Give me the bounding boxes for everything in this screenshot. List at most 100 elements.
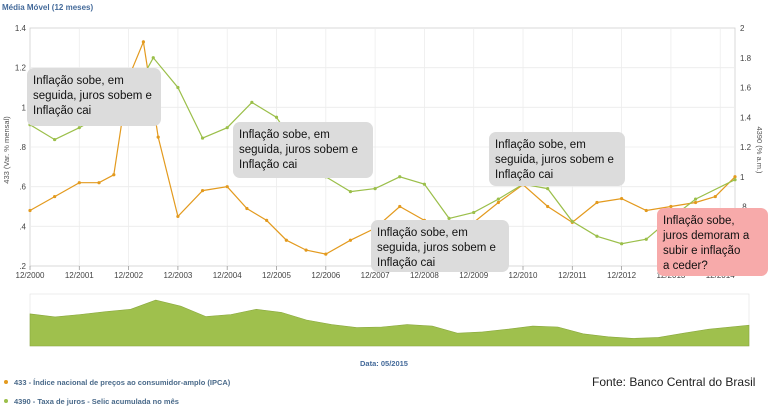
- series-point-selic: [620, 242, 624, 246]
- annotation-box: Inflação sobe, em seguida, juros sobem e I…: [371, 220, 509, 272]
- y-left-tick-label: .6: [19, 183, 26, 192]
- legend-item-selic[interactable]: 4390 - Taxa de juros - Selic acumulada n…: [4, 397, 179, 406]
- x-tick-label: 12/2009: [459, 271, 488, 280]
- x-tick-label: 12/2008: [410, 271, 439, 280]
- x-tick-label: 12/2003: [163, 271, 192, 280]
- series-point-ipca: [398, 204, 402, 209]
- y-right-tick-label: 1.6: [740, 84, 752, 93]
- y-right-tick-label: .8: [740, 203, 747, 212]
- source-note: Fonte: Banco Central do Brasil: [592, 375, 755, 389]
- y-right-tick-label: 1.8: [740, 54, 752, 63]
- series-point-ipca: [348, 238, 353, 242]
- x-tick-label: 12/2005: [262, 271, 291, 280]
- annotation-text: Inflação cai: [377, 257, 435, 269]
- series-point-ipca: [176, 214, 180, 219]
- annotation-text: juros demoram a: [662, 230, 750, 242]
- legend: 433 - Índice nacional de preços ao consu…: [4, 378, 231, 406]
- series-point-ipca: [156, 135, 160, 139]
- series-point-selic: [644, 237, 648, 241]
- annotation-background: [371, 220, 509, 272]
- series-point-ipca: [53, 194, 57, 199]
- y-right-tick-label: 1: [740, 173, 745, 182]
- series-point-selic: [496, 197, 500, 201]
- series-point-ipca: [265, 218, 269, 222]
- annotation-text: seguida, juros sobem e: [239, 144, 358, 156]
- annotations-layer: Inflação sobe, em seguida, juros sobem e I…: [27, 68, 768, 276]
- x-tick-label: 12/2006: [311, 271, 340, 280]
- y-right-tick-label: 1.2: [740, 143, 752, 152]
- annotation-text: Inflação cai: [495, 169, 553, 181]
- annotation-text: Inflação cai: [33, 105, 91, 117]
- x-tick-label: 12/2010: [509, 271, 538, 280]
- series-point-ipca: [112, 173, 116, 177]
- legend-label-ipca: 433 - Índice nacional de preços ao consu…: [14, 378, 231, 387]
- series-point-selic: [398, 175, 402, 179]
- annotation-box: Inflação sobe, em seguida, juros sobem e I…: [27, 68, 161, 126]
- chart-title: Média Móvel (12 meses): [2, 3, 93, 12]
- annotation-text: Inflação sobe, em: [495, 139, 586, 151]
- y-left-tick-label: .4: [19, 222, 26, 231]
- series-point-ipca: [546, 204, 550, 209]
- y-left-tick-label: 1.2: [15, 64, 27, 73]
- series-point-selic: [53, 137, 57, 142]
- y-right-tick-label: 2: [740, 24, 745, 33]
- annotation-text: Inflação sobe, em: [239, 129, 330, 141]
- y-left-tick-label: .2: [19, 262, 26, 271]
- annotation-background: [233, 122, 373, 178]
- legend-marker-selic: [4, 399, 8, 403]
- y-left-tick-label: .8: [19, 143, 26, 152]
- x-tick-label: 12/2002: [114, 271, 143, 280]
- legend-marker-ipca: [4, 380, 8, 384]
- navigator-area: [29, 299, 750, 347]
- annotation-box: Inflação sobe, em seguida, juros sobem e I…: [489, 132, 625, 186]
- series-point-selic: [250, 100, 254, 104]
- x-tick-label: 12/2001: [65, 271, 94, 280]
- series-point-selic: [77, 126, 81, 130]
- series-point-ipca: [284, 238, 288, 242]
- legend-item-ipca[interactable]: 433 - Índice nacional de preços ao consu…: [4, 378, 231, 387]
- x-tick-label: 12/2011: [558, 271, 587, 280]
- navigator[interactable]: [29, 293, 750, 347]
- y-axis-right-label: 4390 (% a.m.): [755, 126, 764, 174]
- x-tick-label: 12/2000: [16, 271, 45, 280]
- series-point-ipca: [245, 206, 249, 211]
- series-point-ipca: [713, 194, 717, 199]
- annotation-text: seguida, juros sobem e: [377, 242, 496, 254]
- y-axis-left: .2 .4 .6 .8 1 1.2 1.4: [15, 24, 27, 271]
- series-point-selic: [348, 190, 353, 194]
- series-point-ipca: [200, 189, 205, 193]
- y-axis-left-label: 433 (Var. % mensal): [2, 116, 11, 184]
- series-point-selic: [447, 216, 451, 220]
- series-point-selic: [151, 56, 155, 60]
- series-point-ipca: [304, 248, 308, 252]
- series-point-ipca: [77, 181, 81, 185]
- series-point-ipca: [324, 252, 328, 256]
- series-point-selic: [373, 187, 377, 191]
- series-point-ipca: [141, 40, 145, 44]
- series-point-selic: [422, 182, 427, 186]
- annotation-text: Inflação sobe, em: [377, 227, 468, 239]
- series-point-ipca: [620, 196, 624, 201]
- x-tick-label: 12/2012: [607, 271, 636, 280]
- series-point-selic: [693, 197, 698, 201]
- x-tick-label: 12/2004: [213, 271, 242, 280]
- series-point-ipca: [733, 175, 737, 179]
- series-point-ipca: [97, 181, 101, 185]
- series-point-selic: [225, 126, 229, 130]
- y-left-tick-label: 1.4: [15, 24, 27, 33]
- annotation-text: Inflação cai: [239, 159, 297, 171]
- y-left-tick-label: 1: [22, 103, 27, 112]
- legend-label-selic: 4390 - Taxa de juros - Selic acumulada n…: [14, 397, 179, 406]
- navigator-date: Data: 05/2015: [360, 359, 408, 368]
- annotation-box: Inflação sobe, em seguida, juros sobem e I…: [233, 122, 373, 178]
- series-point-selic: [546, 187, 550, 191]
- x-tick-label: 12/2007: [361, 271, 390, 280]
- annotation-text: seguida, juros sobem e: [33, 90, 152, 102]
- series-point-ipca: [28, 208, 32, 213]
- series-point-selic: [570, 219, 574, 223]
- annotation-text: subir e inflação: [663, 245, 740, 257]
- annotation-background: [657, 208, 768, 276]
- series-point-selic: [595, 234, 599, 238]
- annotation-text: Inflação sobe, em: [33, 75, 124, 87]
